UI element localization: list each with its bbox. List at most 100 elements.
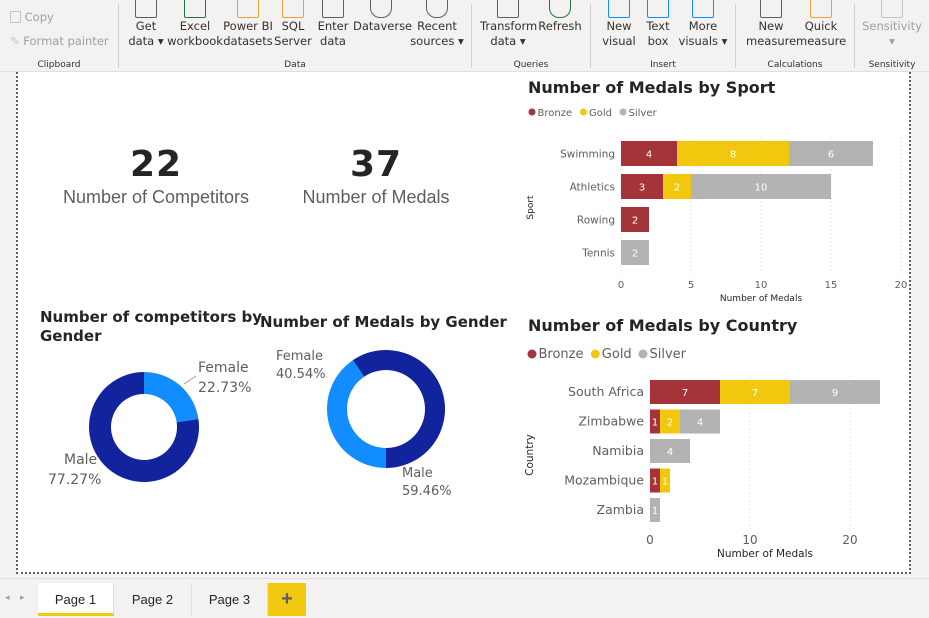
female-slice[interactable]: [327, 360, 386, 468]
data-label: 8: [730, 150, 736, 161]
sensitivity-button[interactable]: Sensitivity ▾: [859, 0, 925, 49]
quick-calculator-icon: [810, 0, 832, 18]
y-category-label: Athletics: [570, 182, 615, 194]
format-painter-button[interactable]: ✎ Format painter: [10, 34, 109, 48]
quick-measure-button[interactable]: Quick measure: [796, 0, 846, 49]
kpi-competitors-card[interactable]: 22 Number of Competitors: [46, 144, 266, 208]
transform-icon: [497, 0, 519, 18]
male-slice[interactable]: [88, 372, 199, 482]
tab-nav-next-icon[interactable]: ▸: [20, 593, 25, 603]
paintbrush-icon: ✎: [10, 34, 20, 48]
bar-segment-silver[interactable]: [621, 240, 649, 265]
legend-label: Bronze: [538, 108, 573, 119]
new-visual-button[interactable]: New visual: [597, 0, 641, 49]
x-tick-label: 0: [646, 533, 654, 547]
copy-icon: [10, 11, 21, 23]
data-label: 2: [632, 249, 638, 260]
sensitivity-group-label: Sensitivity: [868, 60, 916, 70]
add-page-button[interactable]: +: [268, 583, 306, 616]
powerbi-datasets-button[interactable]: Power BI datasets: [223, 0, 273, 49]
sql-server-button[interactable]: SQL Server: [273, 0, 313, 49]
bar-segment-bronze[interactable]: [621, 207, 649, 232]
competitors-gender-donut[interactable]: Female 22.73% Male 77.27%: [38, 352, 258, 512]
bar-segment-bronze[interactable]: [650, 468, 660, 493]
leader-line: [183, 375, 197, 385]
y-axis-title: Sport: [526, 195, 536, 220]
x-tick-label: 5: [688, 280, 694, 291]
male-label: Male: [64, 452, 97, 468]
bar-segment-silver[interactable]: [650, 439, 690, 463]
refresh-button[interactable]: Refresh: [538, 0, 582, 34]
data-label: 1: [652, 506, 658, 517]
sql-server-icon: [282, 0, 304, 18]
bar-segment-silver[interactable]: [650, 498, 660, 522]
bar-segment-bronze[interactable]: [650, 409, 660, 434]
male-label: Male: [402, 466, 433, 481]
donut-slices: [327, 350, 445, 468]
enter-data-button[interactable]: Enter data: [313, 0, 353, 49]
country-medals-chart[interactable]: Bronze Gold Silver 0 10 20 South Africa 7 7 9 Zimb…: [523, 338, 908, 570]
kpi-value: 37: [349, 144, 403, 185]
donut-slices: [88, 372, 199, 482]
kpi-label: Number of Competitors: [62, 187, 250, 207]
new-measure-button[interactable]: New measure: [746, 0, 796, 49]
data-group: Get data ▾ Excel workbook Power BI datasets…: [119, 0, 471, 71]
y-category-label: Namibia: [592, 443, 644, 458]
competitors-gender-title: Number of competitors by Gender: [40, 308, 263, 345]
bar-segment-silver[interactable]: [680, 409, 720, 434]
recent-sources-button[interactable]: Recent sources ▾: [409, 0, 465, 49]
dataverse-icon: [370, 0, 392, 18]
legend-marker: [527, 349, 537, 359]
more-visuals-button[interactable]: More visuals ▾: [677, 0, 729, 49]
bar-segment-bronze[interactable]: [650, 380, 720, 404]
text-box-button[interactable]: Text box: [641, 0, 675, 49]
bar-segment-bronze[interactable]: [621, 174, 663, 199]
bar-segment-gold[interactable]: [663, 174, 691, 199]
tab-page-1[interactable]: Page 1: [38, 583, 114, 616]
legend-label: Bronze: [539, 347, 584, 362]
data-label: 7: [752, 388, 758, 399]
tab-nav-prev-icon[interactable]: ◂: [5, 593, 10, 603]
bar-segment-silver[interactable]: [789, 141, 873, 166]
legend-label: Gold: [602, 347, 632, 362]
shield-icon: [881, 0, 903, 18]
more-visuals-icon: [692, 0, 714, 18]
tab-page-3[interactable]: Page 3: [192, 583, 268, 616]
data-label: 1: [652, 418, 658, 429]
sport-medals-chart[interactable]: Bronze Gold Silver 0 5 10 15 20 Swimming 4 8 6 Athle…: [523, 100, 908, 310]
bar-segment-gold[interactable]: [660, 468, 670, 493]
data-label: 7: [682, 388, 688, 399]
x-tick-label: 15: [825, 280, 838, 291]
male-slice[interactable]: [352, 350, 445, 468]
clipboard-group-label: Clipboard: [37, 60, 81, 70]
bar-segment-silver[interactable]: [691, 174, 831, 199]
bar-segment-gold[interactable]: [677, 141, 789, 166]
y-axis-title: Country: [524, 434, 536, 476]
male-pct: 59.46%: [402, 484, 452, 499]
bar-segment-gold[interactable]: [660, 409, 680, 434]
female-pct: 40.54%: [276, 367, 326, 382]
x-tick-label: 20: [842, 533, 857, 547]
medals-gender-donut[interactable]: Female 40.54% Male 59.46%: [268, 344, 488, 514]
ribbon-separator: [118, 4, 119, 68]
x-tick-label: 20: [895, 280, 908, 291]
clipboard-group: Copy ✎ Format painter Clipboard: [0, 0, 118, 71]
dataset-icon: [237, 0, 259, 18]
text-box-icon: [647, 0, 669, 18]
kpi-medals-card[interactable]: 37 Number of Medals: [266, 144, 486, 208]
transform-data-button[interactable]: Transform data ▾: [480, 0, 537, 49]
data-label: 9: [832, 388, 838, 399]
legend-marker: [580, 108, 587, 116]
bar-segment-silver[interactable]: [790, 380, 880, 404]
bar-segment-bronze[interactable]: [621, 141, 677, 166]
excel-workbook-button[interactable]: Excel workbook: [167, 0, 223, 49]
get-data-button[interactable]: Get data ▾: [125, 0, 167, 49]
copy-button[interactable]: Copy: [10, 10, 54, 24]
tab-page-2[interactable]: Page 2: [114, 583, 192, 616]
dataverse-button[interactable]: Dataverse: [353, 0, 412, 34]
refresh-icon: [549, 0, 571, 18]
data-label: 4: [697, 418, 703, 429]
data-label: 10: [755, 183, 768, 194]
bar-segment-gold[interactable]: [720, 380, 790, 404]
female-slice[interactable]: [144, 372, 199, 423]
